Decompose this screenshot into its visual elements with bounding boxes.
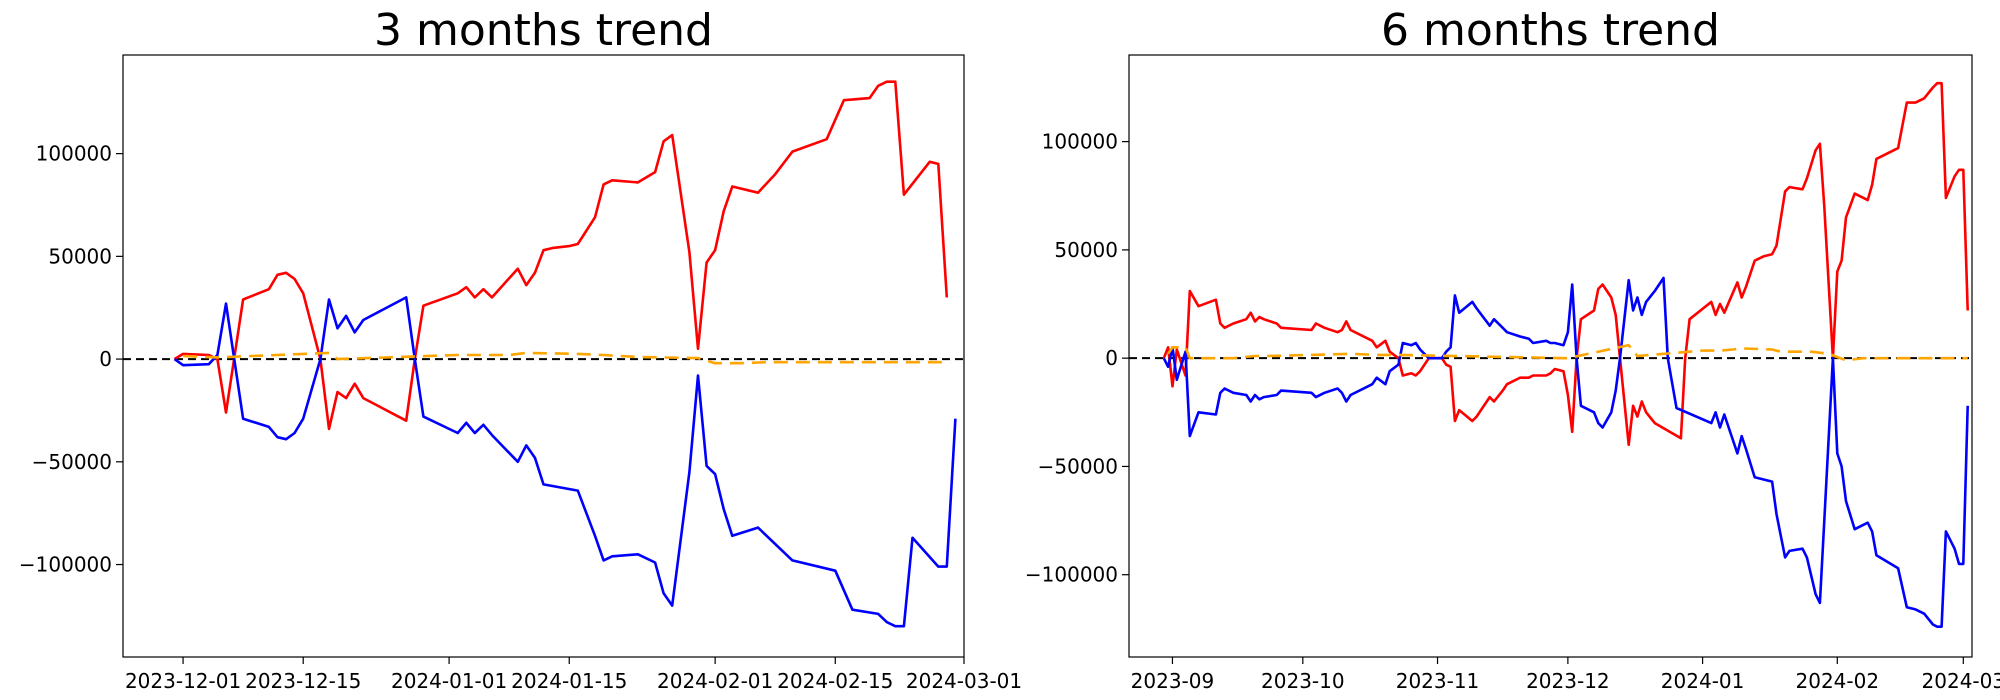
axes-frame — [122, 54, 965, 658]
x-tick-label: 2024-03-01 — [906, 669, 1022, 693]
y-tick-label: 50000 — [1054, 238, 1118, 262]
plot-area — [123, 80, 964, 628]
y-tick-label: −50000 — [32, 450, 112, 474]
series-line-1 — [1162, 81, 1969, 447]
x-tick-label: 2024-02-01 — [657, 669, 773, 693]
x-tick-label: 2023-12-15 — [245, 669, 361, 693]
x-tick-label: 2024-01-01 — [391, 669, 507, 693]
y-tick-label: 100000 — [1042, 130, 1118, 154]
y-tick-label: −100000 — [1025, 563, 1118, 587]
chart-panel-1: 3 months trend −100000 −50000 0 50000 100000 2… — [19, 5, 1022, 693]
y-tick-label: 50000 — [48, 244, 112, 268]
x-tick-label: 2023-12 — [1526, 669, 1610, 693]
y-tick-label: 100000 — [36, 142, 112, 166]
y-tick-label: 0 — [99, 347, 112, 371]
plot-area — [1129, 81, 1972, 628]
x-tick-label: 2024-01-15 — [511, 669, 627, 693]
axes-frame — [1128, 54, 1973, 658]
x-tick-label: 2023-11 — [1396, 669, 1480, 693]
y-tick-label: −50000 — [1038, 454, 1118, 478]
y-tick-label: −100000 — [19, 553, 112, 577]
chart-panel-2: 6 months trend −100000 −50000 0 50000 100000 2… — [1025, 5, 2000, 693]
x-tick-label: 2023-12-01 — [125, 669, 241, 693]
x-tick-label: 2024-01 — [1661, 669, 1745, 693]
chart-title: 6 months trend — [1381, 5, 1720, 56]
series-line-2 — [1162, 276, 1969, 628]
series-line-2 — [173, 296, 957, 628]
series-line-3 — [183, 351, 947, 365]
x-tick-label: 2024-02-15 — [777, 669, 893, 693]
x-tick-label: 2023-10 — [1261, 669, 1345, 693]
series-line-1 — [173, 80, 949, 431]
x-tick-label: 2023-09 — [1131, 669, 1215, 693]
chart-title: 3 months trend — [374, 5, 713, 56]
x-tick-label: 2024-02 — [1796, 669, 1880, 693]
series-line-3 — [1167, 343, 1968, 362]
x-tick-label: 2024-03 — [1922, 669, 2000, 693]
y-tick-label: 0 — [1105, 346, 1118, 370]
